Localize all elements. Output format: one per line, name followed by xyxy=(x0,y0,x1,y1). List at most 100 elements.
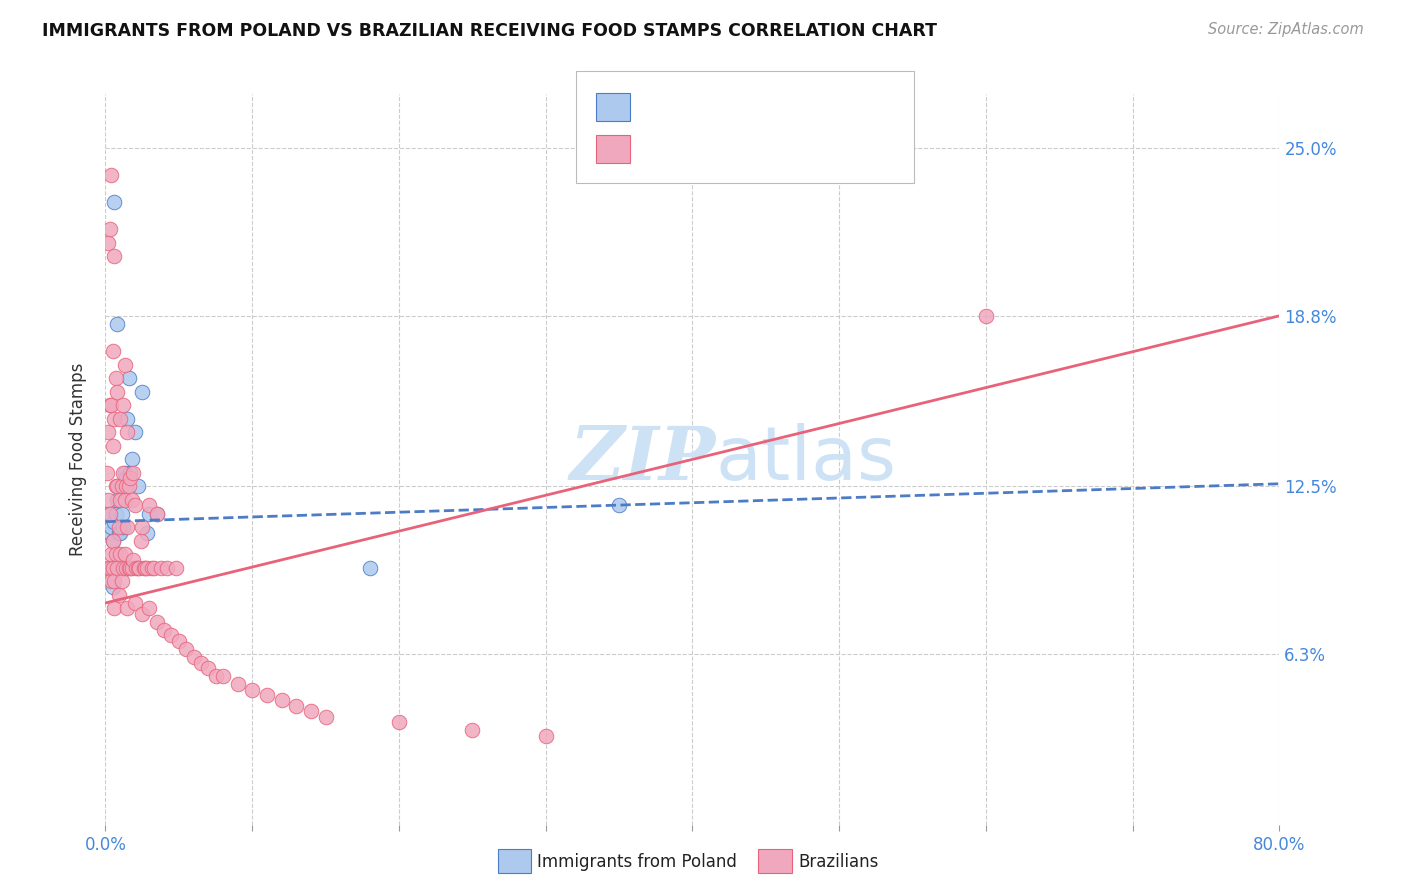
Point xyxy=(105,317,128,331)
Point xyxy=(114,547,136,561)
Point xyxy=(103,194,125,209)
Point xyxy=(141,560,163,574)
Point xyxy=(121,560,143,574)
Point xyxy=(534,729,557,743)
Point xyxy=(115,479,138,493)
Point xyxy=(108,525,131,540)
Point xyxy=(112,398,135,412)
Point xyxy=(98,560,121,574)
Text: R =  0.184: R = 0.184 xyxy=(637,140,725,158)
Point xyxy=(135,560,157,574)
Point xyxy=(114,466,136,480)
Text: N = 93: N = 93 xyxy=(773,140,835,158)
Point xyxy=(122,552,145,566)
Point xyxy=(108,493,131,508)
Point xyxy=(124,499,146,513)
Point xyxy=(146,615,169,629)
Point xyxy=(138,601,160,615)
Point xyxy=(107,588,129,602)
Point xyxy=(121,493,143,508)
Point xyxy=(183,650,205,665)
Point xyxy=(112,520,135,534)
Point xyxy=(124,425,146,440)
Point xyxy=(134,560,156,574)
Point xyxy=(226,677,249,691)
Point xyxy=(108,479,131,493)
Point xyxy=(96,560,118,574)
Point xyxy=(160,628,183,642)
Point xyxy=(108,411,131,425)
Point xyxy=(112,466,135,480)
Point xyxy=(105,493,128,508)
Point xyxy=(100,547,122,561)
Point xyxy=(103,601,125,615)
Point xyxy=(146,507,169,521)
Point xyxy=(104,547,127,561)
Text: IMMIGRANTS FROM POLAND VS BRAZILIAN RECEIVING FOOD STAMPS CORRELATION CHART: IMMIGRANTS FROM POLAND VS BRAZILIAN RECE… xyxy=(42,22,938,40)
Point xyxy=(120,466,142,480)
Y-axis label: Receiving Food Stamps: Receiving Food Stamps xyxy=(69,363,87,556)
Point xyxy=(256,688,278,702)
Point xyxy=(211,669,233,683)
Text: Source: ZipAtlas.com: Source: ZipAtlas.com xyxy=(1208,22,1364,37)
Point xyxy=(138,499,160,513)
Point xyxy=(240,682,263,697)
Point xyxy=(153,623,176,637)
Point xyxy=(112,560,135,574)
Point xyxy=(107,525,129,540)
Point xyxy=(156,560,179,574)
Point xyxy=(110,507,132,521)
Point xyxy=(100,168,122,182)
Point xyxy=(110,574,132,589)
Point xyxy=(97,235,120,250)
Point xyxy=(117,601,139,615)
Point xyxy=(100,398,122,412)
Point xyxy=(128,560,150,574)
Point xyxy=(101,580,124,594)
Point xyxy=(270,693,292,707)
Point xyxy=(107,520,129,534)
Point xyxy=(97,425,120,440)
Point xyxy=(101,560,124,574)
Point xyxy=(105,479,128,493)
Point xyxy=(118,371,141,385)
Point xyxy=(204,669,226,683)
Point xyxy=(98,222,121,236)
Point xyxy=(131,607,153,621)
Point xyxy=(104,479,127,493)
Point xyxy=(117,520,139,534)
Point xyxy=(121,452,143,467)
Text: atlas: atlas xyxy=(716,423,897,496)
Point xyxy=(104,507,127,521)
Point xyxy=(461,723,484,738)
Point xyxy=(100,574,122,589)
Point xyxy=(115,560,138,574)
Point xyxy=(103,515,125,529)
Point xyxy=(101,344,124,359)
Point xyxy=(315,710,337,724)
Point xyxy=(150,560,173,574)
Point xyxy=(105,560,128,574)
Point xyxy=(974,309,997,323)
Point xyxy=(120,560,142,574)
Point xyxy=(299,704,322,718)
Point xyxy=(174,642,197,657)
Point xyxy=(101,533,124,548)
Point xyxy=(115,471,138,485)
Point xyxy=(103,411,125,425)
Text: Brazilians: Brazilians xyxy=(799,853,879,871)
Point xyxy=(607,499,630,513)
Point xyxy=(142,560,165,574)
Point xyxy=(135,525,157,540)
Point xyxy=(117,425,139,440)
Point xyxy=(359,560,381,574)
Point xyxy=(114,358,136,372)
Text: R = 0.029: R = 0.029 xyxy=(637,98,720,116)
Point xyxy=(132,560,155,574)
Point xyxy=(97,493,120,508)
Point xyxy=(101,439,124,453)
Point xyxy=(131,384,153,399)
Point xyxy=(131,520,153,534)
Point xyxy=(285,698,308,713)
Point xyxy=(114,493,136,508)
